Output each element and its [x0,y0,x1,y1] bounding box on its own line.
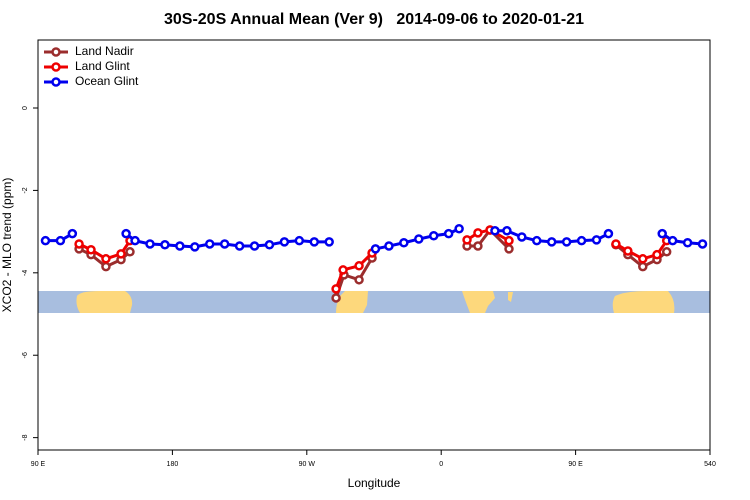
plot-frame [37,39,711,451]
data-point [121,228,131,239]
x-tick-label: 90 E [568,461,583,468]
legend-label: Land Nadir [75,44,134,58]
data-point [130,235,140,246]
x-tick-label: 180 [167,461,179,468]
y-tick-label: -6 [22,352,29,358]
data-point [443,228,454,239]
data-point [67,228,78,239]
data-point [384,241,394,251]
land [336,291,368,313]
data-point [331,293,341,303]
data-point [623,246,633,256]
data-point [175,241,185,251]
data-point [338,265,348,275]
legend-marker [51,77,61,87]
y-tick-label: -8 [22,434,29,440]
data-point [354,275,364,285]
data-point [661,247,672,257]
data-point [454,223,464,234]
land [508,292,513,302]
data-point [462,235,472,245]
ocean-band [38,291,710,313]
data-point [234,241,245,251]
y-axis-label: XCO2 - MLO trend (ppm) [0,178,14,313]
data-point [667,235,678,246]
y-tick-label: 0 [22,106,29,110]
data-point [561,237,572,247]
data-point [591,235,602,245]
x-axis-label: Longitude [348,476,401,490]
data-point [490,226,500,236]
data-point [576,235,587,246]
x-tick-label: 0 [439,461,443,468]
data-point [399,237,409,248]
data-point [603,228,614,239]
data-point [249,241,260,251]
data-point [190,242,200,252]
data-point [324,237,334,247]
data-point [532,235,542,246]
land [462,291,495,313]
data-point [428,230,439,241]
data-point [279,237,290,247]
data-point [101,261,111,272]
data-point [504,244,514,254]
data-point [160,240,170,250]
data-point [125,247,135,257]
data-point [264,240,275,250]
data-point [331,284,341,294]
data-point [652,249,662,260]
data-point [309,237,320,247]
data-point [697,239,708,249]
data-point [370,244,381,254]
land [76,291,133,313]
chart-title: 30S-20S Annual Mean (Ver 9) 2014-09-06 t… [164,11,584,28]
legend-label: Ocean Glint [75,74,139,88]
data-point [546,237,557,247]
data-point [638,254,648,264]
data-point [145,239,155,249]
data-point [414,234,424,244]
data-point [502,226,512,236]
legend-label: Land Glint [75,59,130,73]
data-point [657,228,667,239]
x-tick-label: 90 W [299,461,316,468]
data-point [74,239,84,249]
data-point [611,239,621,249]
data-point [517,232,527,242]
data-point [294,235,305,246]
data-point [354,261,364,271]
data-point [55,235,66,246]
data-point [638,261,648,272]
map-band [38,291,710,313]
data-point [40,235,51,246]
x-tick-label: 540 [704,461,716,468]
y-tick-label: -4 [22,270,29,276]
data-point [473,241,483,251]
data-point [504,235,514,246]
data-point [219,239,230,249]
x-tick-label: 90 E [31,461,46,468]
legend-marker [51,62,61,72]
data-point [116,249,126,259]
data-point [682,237,693,248]
data-point [204,239,215,249]
legend-marker [51,47,61,57]
land [612,291,675,313]
data-point [86,244,96,255]
data-point [473,228,483,238]
data-point [101,254,111,264]
y-tick-label: -2 [22,187,29,193]
